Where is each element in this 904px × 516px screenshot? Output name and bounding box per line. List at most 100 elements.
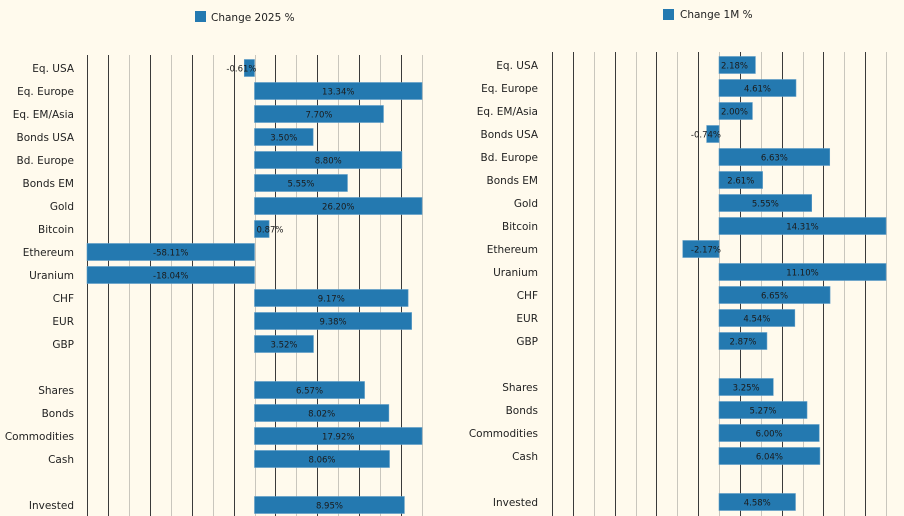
bar (254, 427, 423, 445)
value-label: 2.18% (721, 62, 748, 72)
bar (254, 335, 314, 353)
category-label: Bonds USA (17, 132, 75, 144)
category-label: GBP (516, 336, 538, 348)
bar (718, 401, 808, 419)
value-label: 2.61% (727, 177, 754, 187)
category-label: Cash (48, 454, 74, 466)
category-label: Gold (50, 201, 74, 213)
value-label: 2.87% (729, 338, 756, 348)
bar (254, 381, 365, 399)
category-label: Bitcoin (38, 224, 74, 236)
category-label: Bonds EM (487, 175, 538, 187)
category-label: GBP (52, 339, 74, 351)
value-label: 8.95% (316, 502, 343, 512)
value-label: -18.04% (153, 272, 188, 282)
value-label: 6.63% (761, 154, 788, 164)
category-label: Ethereum (487, 244, 538, 256)
value-label: 17.92% (322, 433, 354, 443)
value-label: 0.87% (257, 226, 284, 236)
category-label: Bd. Europe (481, 152, 538, 164)
value-label: 9.17% (318, 295, 345, 305)
chart-1: Change 2025 % Eq. USA -0.61% Eq. Europe 13.3… (5, 11, 423, 516)
bar (254, 404, 390, 422)
value-label: 6.00% (756, 430, 783, 440)
category-label: CHF (53, 293, 74, 305)
value-label: 2.00% (721, 108, 748, 118)
legend-swatch (663, 9, 674, 20)
value-label: 11.10% (786, 269, 818, 279)
value-label: 5.27% (749, 407, 776, 417)
bar (718, 171, 763, 189)
category-label: Eq. EM/Asia (13, 109, 74, 121)
value-label: 8.80% (315, 157, 342, 167)
bar (254, 128, 314, 146)
category-label: EUR (52, 316, 74, 328)
category-label: Invested (29, 500, 74, 512)
value-label: 4.54% (743, 315, 770, 325)
value-label: 5.55% (287, 180, 314, 190)
bar (718, 332, 768, 350)
bar (718, 194, 812, 212)
bar (718, 493, 796, 511)
legend-label: Change 1M % (680, 9, 753, 21)
value-label: 6.57% (296, 387, 323, 397)
category-label: Shares (38, 385, 74, 397)
bar (86, 243, 255, 261)
bar (718, 263, 887, 281)
value-label: 14.31% (786, 223, 818, 233)
bar (254, 450, 390, 468)
chart-2: Change 1M % Eq. USA 2.18% Eq. Europe 4.61% Eq… (469, 9, 887, 516)
category-label: EUR (516, 313, 538, 325)
bar (718, 309, 796, 327)
value-label: 8.02% (308, 410, 335, 420)
category-label: Bonds EM (23, 178, 74, 190)
category-label: Commodities (5, 431, 74, 443)
value-label: 3.50% (270, 134, 297, 144)
category-label: Eq. Europe (17, 86, 74, 98)
bar (718, 79, 797, 97)
bar (243, 59, 255, 77)
category-label: Eq. USA (32, 63, 75, 75)
bar (718, 378, 774, 396)
value-label: -2.17% (691, 246, 721, 256)
category-label: Cash (512, 451, 538, 463)
category-label: Invested (493, 497, 538, 509)
value-label: 4.61% (744, 85, 771, 95)
bar (254, 105, 384, 123)
category-label: Eq. Europe (481, 83, 538, 95)
bar (718, 102, 753, 120)
bar (682, 240, 720, 258)
value-label: 5.55% (752, 200, 779, 210)
bar (718, 217, 887, 235)
bar (254, 197, 423, 215)
value-label: -0.74% (691, 131, 721, 141)
bar (718, 286, 831, 304)
bar (718, 148, 831, 166)
value-label: 26.20% (322, 203, 354, 213)
category-label: Bitcoin (502, 221, 538, 233)
value-label: 4.58% (744, 499, 771, 509)
value-label: 8.06% (308, 456, 335, 466)
category-label: Uranium (493, 267, 538, 279)
bar (706, 125, 720, 143)
bar (254, 82, 423, 100)
category-label: Eq. USA (496, 60, 539, 72)
bar (718, 447, 821, 465)
value-label: 9.38% (320, 318, 347, 328)
bar (254, 220, 270, 238)
legend-label: Change 2025 % (211, 12, 295, 24)
bar (254, 496, 405, 514)
value-label: 13.34% (322, 88, 354, 98)
bar (254, 174, 348, 192)
bar (254, 289, 409, 307)
bar (86, 266, 255, 284)
category-label: Gold (514, 198, 538, 210)
value-label: 7.70% (305, 111, 332, 121)
legend-swatch (195, 11, 206, 22)
bar (254, 151, 403, 169)
value-label: -0.61% (226, 65, 256, 75)
category-label: CHF (517, 290, 538, 302)
value-label: -58.11% (153, 249, 188, 259)
category-label: Ethereum (23, 247, 74, 259)
